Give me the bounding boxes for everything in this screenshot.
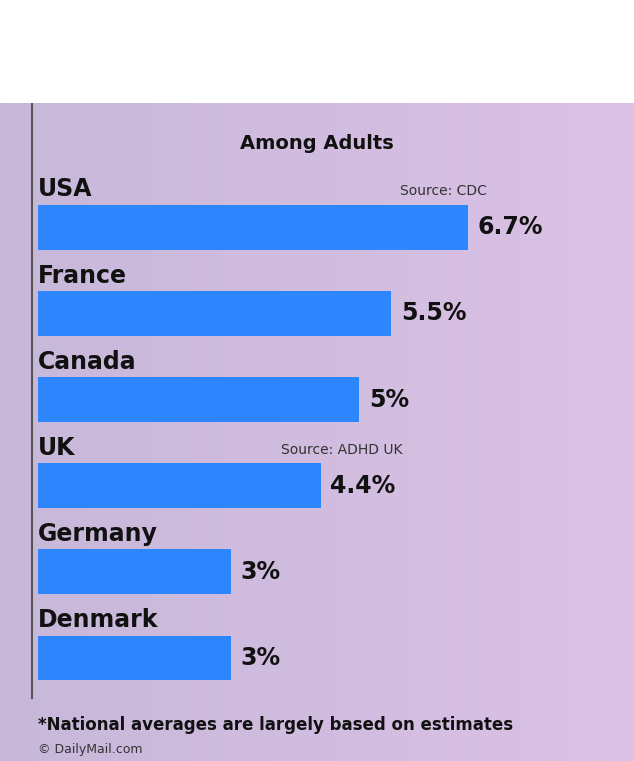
Text: USA: USA bbox=[38, 177, 93, 202]
Text: 3%: 3% bbox=[240, 560, 280, 584]
Text: Germany: Germany bbox=[38, 522, 158, 546]
Text: France: France bbox=[38, 263, 127, 288]
Text: 5.5%: 5.5% bbox=[401, 301, 467, 326]
Text: 4.4%: 4.4% bbox=[330, 473, 396, 498]
Bar bbox=[38, 291, 391, 336]
Bar bbox=[38, 549, 231, 594]
Text: ADHD rates by country: ADHD rates by country bbox=[11, 28, 623, 75]
Text: Denmark: Denmark bbox=[38, 608, 158, 632]
Bar bbox=[38, 205, 469, 250]
Text: 3%: 3% bbox=[240, 646, 280, 670]
Text: *National averages are largely based on estimates: *National averages are largely based on … bbox=[38, 716, 513, 734]
Bar bbox=[38, 463, 321, 508]
Text: 5%: 5% bbox=[369, 387, 409, 412]
Text: Source: CDC: Source: CDC bbox=[400, 184, 487, 199]
Text: Source: ADHD UK: Source: ADHD UK bbox=[281, 443, 403, 457]
Text: Canada: Canada bbox=[38, 349, 137, 374]
Text: 6.7%: 6.7% bbox=[478, 215, 543, 239]
Text: UK: UK bbox=[38, 436, 75, 460]
Bar bbox=[38, 377, 359, 422]
Text: Among Adults: Among Adults bbox=[240, 135, 394, 154]
Bar bbox=[38, 635, 231, 680]
Text: © DailyMail.com: © DailyMail.com bbox=[38, 743, 143, 756]
